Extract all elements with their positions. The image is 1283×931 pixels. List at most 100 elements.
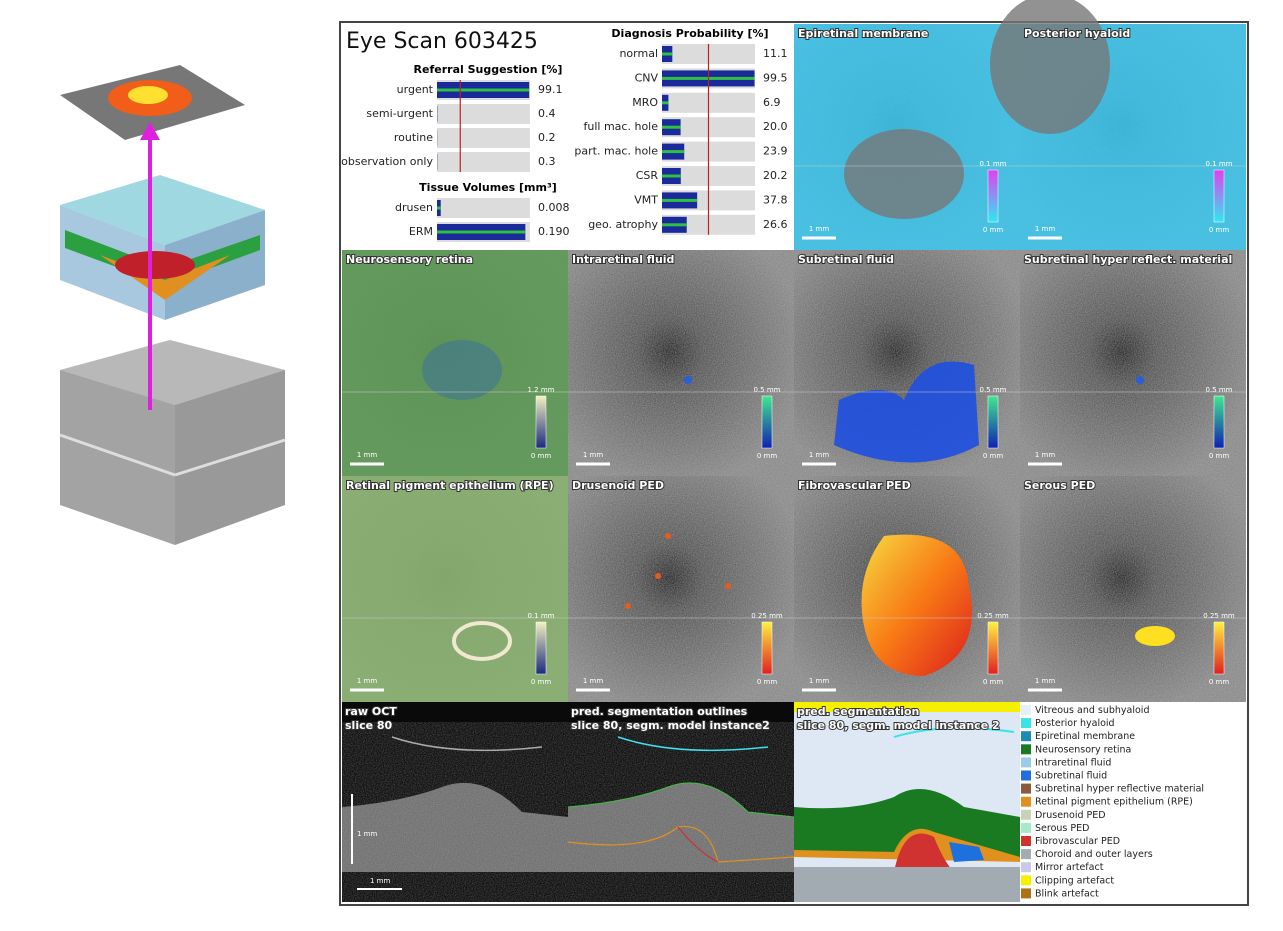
map-overlay xyxy=(665,533,671,539)
bar-inner xyxy=(662,125,681,129)
legend-swatch xyxy=(1021,822,1031,833)
bar-inner xyxy=(662,52,673,56)
legend-label: Choroid and outer layers xyxy=(1035,849,1153,860)
bar-value: 23.9 xyxy=(763,145,788,158)
oct-subtitle: slice 80 xyxy=(345,719,393,732)
bar-label: ERM xyxy=(409,225,433,238)
map-overlay xyxy=(625,603,631,609)
map-panel: Retinal pigment epithelium (RPE) 0.1 mm 0 … xyxy=(342,476,568,702)
scale-bar-label: 1 mm xyxy=(809,451,829,459)
map-overlay xyxy=(1135,626,1175,646)
map-panel: Intraretinal fluid 0.5 mm 0 mm 1 mm xyxy=(568,250,794,476)
colorbar xyxy=(1213,169,1225,223)
bar-label: drusen xyxy=(395,201,433,214)
map-overlay xyxy=(342,476,568,702)
legend-swatch xyxy=(1021,862,1031,873)
bar-background xyxy=(437,152,530,172)
colorbar-min: 0 mm xyxy=(1209,452,1229,460)
bar-background xyxy=(437,104,530,124)
bar-label: routine xyxy=(394,131,433,144)
scale-bar-label: 1 mm xyxy=(357,830,377,838)
bar-label: semi-urgent xyxy=(366,107,433,120)
colorbar xyxy=(987,621,999,675)
legend-label: Blink artefact xyxy=(1035,888,1099,899)
legend-label: Retinal pigment epithelium (RPE) xyxy=(1035,797,1193,808)
colorbar-max: 0.25 mm xyxy=(751,612,783,620)
panel-title: Subretinal fluid xyxy=(798,253,894,266)
legend-swatch xyxy=(1021,888,1031,899)
legend-label: Neurosensory retina xyxy=(1035,744,1131,755)
bar-value: 99.5 xyxy=(763,71,788,84)
oct-texture xyxy=(568,722,794,902)
scale-bar-label: 1 mm xyxy=(809,677,829,685)
colorbar-max: 0.5 mm xyxy=(1206,386,1233,394)
legend-swatch xyxy=(1021,757,1031,768)
map-panel: Drusenoid PED 0.25 mm 0 mm 1 mm xyxy=(568,476,794,702)
legend-swatch xyxy=(1021,744,1031,755)
bar-value: 0.4 xyxy=(538,107,556,120)
legend-label: Intraretinal fluid xyxy=(1035,757,1111,768)
bar-inner xyxy=(662,223,687,227)
legend-label: Fibrovascular PED xyxy=(1035,836,1120,847)
bar-value: 37.8 xyxy=(763,193,788,206)
chart-title: Referral Suggestion [%] xyxy=(414,63,563,76)
scale-bar-label: 1 mm xyxy=(1035,225,1055,233)
colorbar xyxy=(987,395,999,449)
legend-label: Clipping artefact xyxy=(1035,875,1114,886)
seg-choroid xyxy=(794,867,1020,902)
bar-inner xyxy=(437,206,441,210)
outline xyxy=(677,826,719,863)
map-panel: Subretinal fluid 0.5 mm 0 mm 1 mm xyxy=(794,250,1020,476)
bar-background xyxy=(437,198,530,218)
bar-label: CSR xyxy=(636,169,659,182)
map-overlay xyxy=(684,376,692,384)
scale-bar-label: 1 mm xyxy=(357,677,377,685)
colorbar xyxy=(987,169,999,223)
bar-label: geo. atrophy xyxy=(588,218,658,231)
scan-title: Eye Scan 603425 xyxy=(346,29,538,54)
scale-bar-label: 1 mm xyxy=(1035,677,1055,685)
rpe-ring xyxy=(452,621,512,661)
map-panel: Neurosensory retina 1.2 mm 0 mm 1 mm xyxy=(342,250,568,476)
colorbar xyxy=(535,395,547,449)
legend-swatch xyxy=(1021,705,1031,715)
map-panel: Serous PED 0.25 mm 0 mm 1 mm xyxy=(1020,476,1246,702)
illustration xyxy=(59,65,286,545)
seg-hyaloid xyxy=(893,727,1015,738)
panel-title: Intraretinal fluid xyxy=(572,253,674,266)
seg-fluid xyxy=(949,842,984,862)
oct-title: pred. segmentation xyxy=(797,705,919,718)
colorbar-max: 0.1 mm xyxy=(528,612,555,620)
legend-label: Subretinal hyper reflective material xyxy=(1035,784,1204,795)
bar-value: 11.1 xyxy=(763,47,788,60)
oct-title: raw OCT xyxy=(345,705,397,718)
map-hole xyxy=(990,0,1110,134)
panel-title: Subretinal hyper reflect. material xyxy=(1024,253,1232,266)
oct-subtitle: slice 80, segm. model instance2 xyxy=(571,719,770,732)
legend-swatch xyxy=(1021,796,1031,807)
bar-inner xyxy=(437,88,530,92)
seg-retina xyxy=(794,789,1020,857)
colorbar-max: 0.5 mm xyxy=(754,386,781,394)
legend-swatch xyxy=(1021,836,1031,846)
colorbar-min: 0 mm xyxy=(983,452,1003,460)
legend-swatch xyxy=(1021,718,1031,729)
oct-subtitle: slice 80, segm. model instance 2 xyxy=(797,719,1000,732)
bar-value: 0.190 xyxy=(538,225,570,238)
colorbar-min: 0 mm xyxy=(983,678,1003,686)
legend-label: Posterior hyaloid xyxy=(1035,718,1115,729)
bar-value: 6.9 xyxy=(763,96,781,109)
panel-title: Posterior hyaloid xyxy=(1024,27,1130,40)
bar-label: MRO xyxy=(632,96,658,109)
colorbar-max: 0.5 mm xyxy=(980,386,1007,394)
colorbar-min: 0 mm xyxy=(531,452,551,460)
colorbar xyxy=(761,395,773,449)
bar-inner xyxy=(662,101,669,105)
map-overlay xyxy=(1136,376,1144,384)
map-panel: Epiretinal membrane 0.1 mm 0 mm 1 mm xyxy=(794,24,1020,250)
bar-value: 0.3 xyxy=(538,155,556,168)
colorbar-min: 0 mm xyxy=(983,226,1003,234)
colorbar xyxy=(1213,395,1225,449)
